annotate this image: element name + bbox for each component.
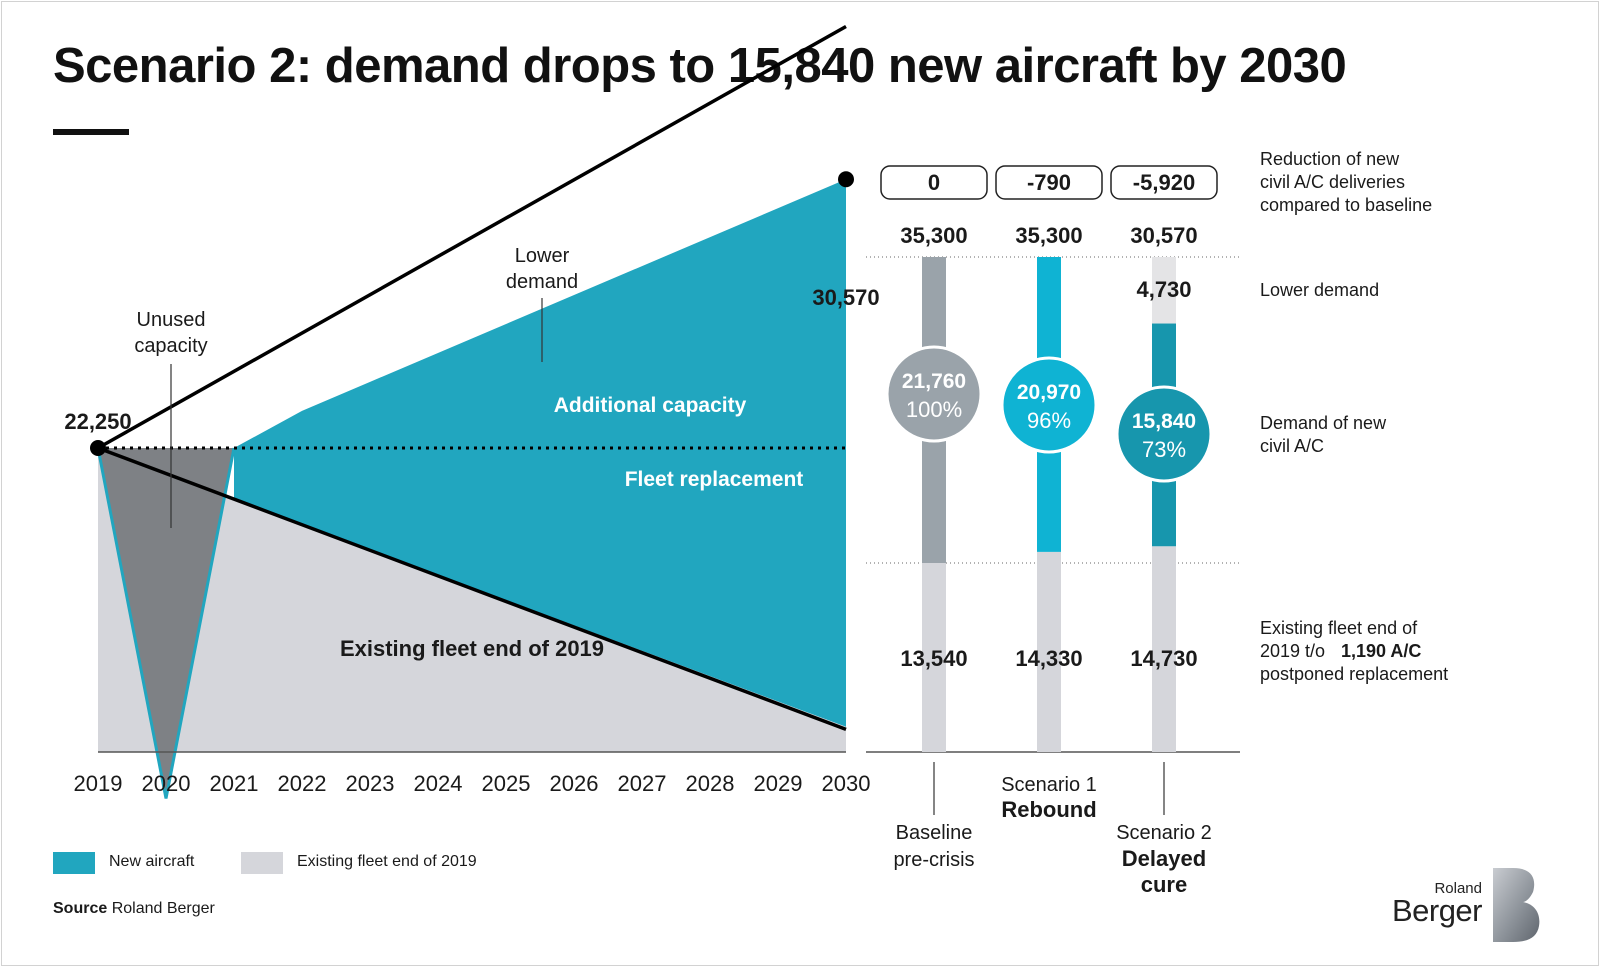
x-tick-label: 2021 — [210, 771, 259, 796]
legend-swatch-existing-fleet — [241, 852, 283, 874]
fleet-decline-lower-line — [97, 446, 847, 731]
source-name: Roland Berger — [111, 900, 215, 917]
category-label-bold: Rebound — [1001, 797, 1096, 822]
demand-value-label: 21,760 — [902, 370, 966, 393]
additional-capacity-label: Additional capacity — [554, 394, 747, 417]
row-label-demand-new: civil A/C — [1260, 436, 1324, 456]
lower-demand-annotation-line1: Lower — [515, 245, 570, 267]
x-tick-label: 2023 — [346, 771, 395, 796]
side-header-text: compared to baseline — [1260, 195, 1432, 215]
legend-label-existing-fleet: Existing fleet end of 2019 — [297, 853, 477, 870]
x-tick-label: 2026 — [550, 771, 599, 796]
end-value-label: 30,570 — [812, 285, 879, 310]
row-label-existing: postponed replacement — [1260, 664, 1448, 684]
lower-demand-bar — [1152, 257, 1176, 324]
x-tick-label: 2024 — [414, 771, 463, 796]
x-tick-label: 2028 — [686, 771, 735, 796]
reduction-value: -5,920 — [1133, 170, 1195, 195]
demand-value-label: 15,840 — [1132, 410, 1196, 433]
total-value-label: 30,570 — [1130, 223, 1197, 248]
existing-fleet-value: 14,730 — [1130, 646, 1197, 671]
reduction-value: -790 — [1027, 170, 1071, 195]
demand-value-bubble — [1000, 356, 1098, 454]
side-header-text: Reduction of new — [1260, 149, 1400, 169]
page-title: Scenario 2: demand drops to 15,840 new a… — [53, 39, 1347, 93]
end-point-dot — [838, 171, 854, 188]
existing-fleet-label: Existing fleet end of 2019 — [340, 636, 604, 661]
new-aircraft-dip-line — [96, 447, 236, 799]
reduction-pill — [1110, 165, 1218, 200]
lower-demand-value: 4,730 — [1136, 277, 1191, 302]
existing-fleet-value: 13,540 — [900, 646, 967, 671]
x-tick-label: 2030 — [822, 771, 871, 796]
source-note: Source Roland Berger — [53, 900, 215, 918]
x-tick-label: 2019 — [74, 771, 123, 796]
new-aircraft-area — [234, 179, 846, 727]
unused-capacity-annotation-line2: capacity — [134, 335, 207, 357]
row-label-existing: Existing fleet end of — [1260, 618, 1418, 638]
category-label: Scenario 2 — [1116, 822, 1212, 844]
logo-text-berger: Berger — [1391, 893, 1483, 928]
logo-text-roland: Roland — [1434, 880, 1482, 897]
category-label-bold: cure — [1141, 872, 1187, 897]
demand-value-bubble — [885, 345, 983, 443]
category-label-bold: Delayed — [1122, 846, 1206, 871]
side-header-text: civil A/C deliveries — [1260, 172, 1405, 192]
category-label: pre-crisis — [893, 849, 974, 871]
existing-fleet-bar — [1152, 546, 1176, 752]
row-label-demand-new: Demand of new — [1260, 413, 1387, 433]
x-tick-label: 2029 — [754, 771, 803, 796]
start-point-dot — [90, 440, 106, 456]
category-label: Scenario 1 — [1001, 774, 1097, 796]
lower-demand-annotation-line2: demand — [506, 271, 578, 293]
demand-percent-label: 73% — [1142, 437, 1186, 462]
x-tick-label: 2027 — [618, 771, 667, 796]
existing-fleet-area — [98, 448, 846, 752]
legend-label-new-aircraft: New aircraft — [109, 853, 195, 870]
logo-b-icon — [1493, 868, 1540, 942]
lower-demand-upper-line — [97, 24, 847, 450]
row-label-lower-demand: Lower demand — [1260, 280, 1379, 300]
demand-value-label: 20,970 — [1017, 381, 1081, 404]
x-tick-label: 2020 — [142, 771, 191, 796]
start-value-label: 22,250 — [64, 409, 131, 434]
row-label-existing-bold: 1,190 A/C — [1341, 641, 1421, 661]
existing-fleet-bar — [922, 563, 946, 752]
total-value-label: 35,300 — [900, 223, 967, 248]
category-label: Baseline — [896, 822, 973, 844]
legend-swatch-new-aircraft — [53, 852, 95, 874]
existing-fleet-value: 14,330 — [1015, 646, 1082, 671]
reduction-pill — [995, 165, 1103, 200]
x-tick-label: 2022 — [278, 771, 327, 796]
row-label-existing: 2019 t/o — [1260, 641, 1325, 661]
demand-percent-label: 96% — [1027, 408, 1071, 433]
demand-percent-label: 100% — [906, 397, 962, 422]
unused-capacity-annotation-line1: Unused — [137, 309, 206, 331]
x-tick-label: 2025 — [482, 771, 531, 796]
roland-berger-logo: Roland Berger — [1392, 864, 1546, 944]
demand-value-bubble — [1115, 385, 1213, 483]
existing-fleet-bar — [1037, 551, 1061, 752]
reduction-value: 0 — [928, 170, 940, 195]
unused-capacity-area — [98, 448, 234, 799]
total-value-label: 35,300 — [1015, 223, 1082, 248]
title-underline — [53, 129, 129, 135]
fleet-replacement-label: Fleet replacement — [625, 468, 804, 491]
reduction-pill — [880, 165, 988, 200]
source-label: Source — [53, 900, 108, 917]
